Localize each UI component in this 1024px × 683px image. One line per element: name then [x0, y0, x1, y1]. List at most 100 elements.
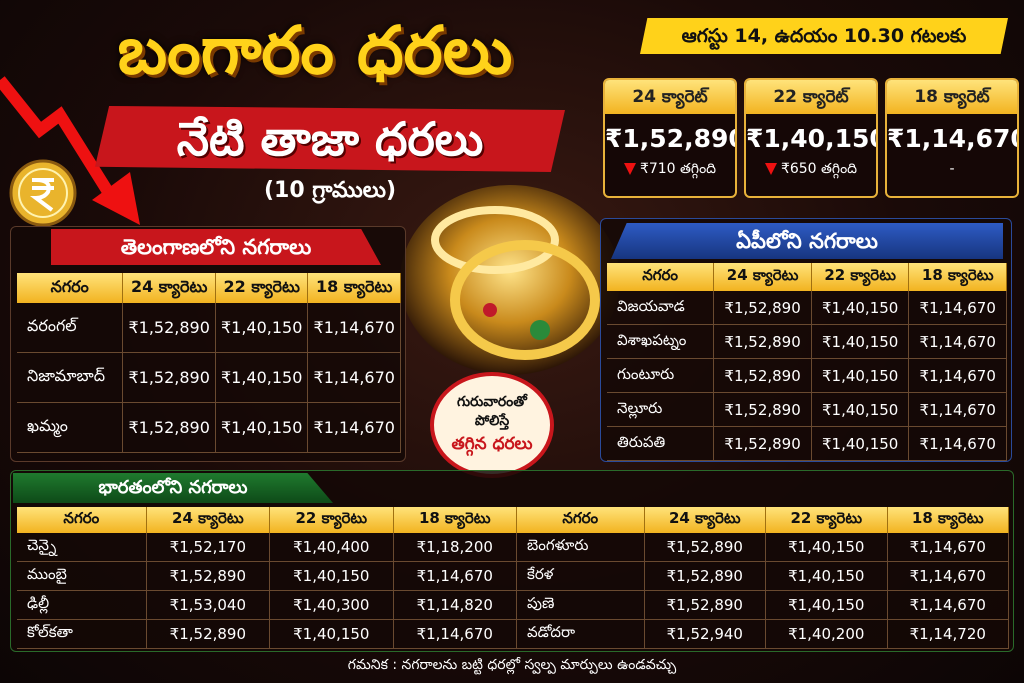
- card-label: 18 క్యారెట్: [887, 80, 1017, 114]
- price-cell: ₹1,52,890: [644, 591, 767, 620]
- price-cell: ₹1,14,670: [393, 620, 517, 649]
- comparison-badge: గురువారంతో పోలిస్తే తగ్గిన ధరలు: [430, 372, 554, 478]
- city-cell: నెల్లూరు: [607, 393, 715, 427]
- price-cell: ₹1,52,890: [714, 393, 812, 427]
- table-header: 22 క్యారెటు: [215, 273, 309, 303]
- price-table: నగరం 24 క్యారెటు 22 క్యారెటు 18 క్యారెటు వరం…: [17, 273, 401, 453]
- price-cell: ₹1,52,890: [714, 427, 812, 461]
- price-cell: ₹1,40,150: [270, 562, 394, 591]
- table-header: 22 క్యారెటు: [811, 263, 910, 291]
- price-cell: ₹1,52,890: [146, 562, 271, 591]
- change-text: ₹710 తగ్గింది: [639, 161, 717, 177]
- price-cell: ₹1,40,150: [811, 427, 910, 461]
- price-cell: ₹1,52,890: [123, 353, 216, 403]
- panel-title: తెలంగాణలోని నగరాలు: [51, 229, 381, 265]
- table-header: 18 క్యారెటు: [308, 273, 401, 303]
- card-change: -: [887, 161, 1017, 177]
- price-cell: ₹1,40,150: [811, 291, 910, 325]
- price-cell: ₹1,40,150: [811, 393, 910, 427]
- price-cell: ₹1,40,150: [766, 562, 888, 591]
- city-cell: బెంగళూరు: [517, 533, 645, 562]
- city-cell: గుంటూరు: [607, 359, 715, 393]
- price-cell: ₹1,14,670: [308, 303, 401, 353]
- table-header: 22 క్యారెటు: [270, 507, 394, 533]
- card-change: ₹710 తగ్గింది: [605, 161, 735, 180]
- badge-text: గురువారంతో: [457, 394, 527, 410]
- down-icon: [623, 163, 636, 175]
- table-header: 24 క్యారెటు: [123, 273, 216, 303]
- table-header: 18 క్యారెటు: [909, 263, 1007, 291]
- price-cell: ₹1,14,670: [909, 325, 1007, 359]
- price-cell: ₹1,40,150: [766, 591, 888, 620]
- price-cell: ₹1,52,890: [714, 325, 812, 359]
- card-change: ₹650 తగ్గింది: [746, 161, 876, 180]
- change-text: ₹650 తగ్గింది: [780, 161, 858, 177]
- price-cell: ₹1,14,670: [887, 562, 1009, 591]
- card-label: 24 క్యారెట్: [605, 80, 735, 114]
- card-label: 22 క్యారెట్: [746, 80, 876, 114]
- telangana-panel: తెలంగాణలోని నగరాలు నగరం 24 క్యారెటు 22 క్య…: [10, 226, 406, 462]
- panel-title: ఏపీలోని నగరాలు: [611, 223, 1003, 259]
- price-cell: ₹1,14,720: [887, 620, 1009, 649]
- city-cell: కేరళ: [517, 562, 645, 591]
- price-cell: ₹1,52,890: [644, 533, 767, 562]
- price-cell: ₹1,52,170: [146, 533, 271, 562]
- footer-note: గమనిక : నగరాలను బట్టి ధరల్లో స్వల్ప మార్…: [347, 657, 677, 673]
- table-header: 24 క్యారెటు: [714, 263, 812, 291]
- price-cell: ₹1,14,670: [308, 353, 401, 403]
- price-cell: ₹1,52,890: [123, 303, 216, 353]
- table-header: 22 క్యారెటు: [766, 507, 888, 533]
- price-table: నగరం 24 క్యారెటు 22 క్యారెటు 18 క్యారెటు విజ…: [607, 263, 1007, 461]
- ap-panel: ఏపీలోని నగరాలు నగరం 24 క్యారెటు 22 క్యారెట…: [600, 218, 1012, 462]
- price-cell: ₹1,52,890: [714, 291, 812, 325]
- price-table: నగరం 24 క్యారెటు 22 క్యారెటు 18 క్యారెటు చెన…: [17, 507, 517, 649]
- price-cell: ₹1,14,670: [909, 427, 1007, 461]
- price-cell: ₹1,40,150: [811, 359, 910, 393]
- table-header: నగరం: [607, 263, 715, 291]
- city-cell: తిరుపతి: [607, 427, 715, 461]
- price-cell: ₹1,40,400: [270, 533, 394, 562]
- city-cell: చెన్నై: [17, 533, 147, 562]
- card-price: ₹1,52,890: [605, 124, 737, 153]
- city-cell: వరంగల్: [17, 303, 124, 353]
- price-cell: ₹1,14,670: [909, 291, 1007, 325]
- price-cell: ₹1,40,150: [270, 620, 394, 649]
- city-cell: నిజామాబాద్: [17, 353, 124, 403]
- rupee-coin-icon: [9, 159, 77, 227]
- city-cell: పుణె: [517, 591, 645, 620]
- price-cell: ₹1,18,200: [393, 533, 517, 562]
- price-card: 22 క్యారెట్ ₹1,40,150 ₹650 తగ్గింది: [744, 78, 878, 198]
- price-cell: ₹1,40,150: [811, 325, 910, 359]
- subtitle-ribbon: నేటి తాజా ధరలు: [95, 106, 565, 172]
- city-cell: విజయవాడ: [607, 291, 715, 325]
- down-arrow-icon: [0, 76, 140, 225]
- jewellery-image: [400, 185, 620, 375]
- table-header: నగరం: [17, 507, 147, 533]
- price-cell: ₹1,14,670: [909, 359, 1007, 393]
- city-cell: వడోదరా: [517, 620, 645, 649]
- table-header: 18 క్యారెటు: [393, 507, 517, 533]
- price-cell: ₹1,52,890: [123, 403, 216, 453]
- price-cell: ₹1,52,940: [644, 620, 767, 649]
- price-cell: ₹1,40,150: [215, 353, 309, 403]
- price-cell: ₹1,14,670: [308, 403, 401, 453]
- price-cell: ₹1,14,820: [393, 591, 517, 620]
- india-panel: భారతంలోని నగరాలు నగరం 24 క్యారెటు 22 క్యార…: [10, 470, 1014, 652]
- city-cell: ఖమ్మం: [17, 403, 124, 453]
- badge-text: తగ్గిన ధరలు: [451, 434, 533, 454]
- card-price: ₹1,14,670: [887, 124, 1019, 153]
- change-text: -: [949, 161, 955, 177]
- price-table: నగరం 24 క్యారెటు 22 క్యారెటు 18 క్యారెటు బెం…: [517, 507, 1009, 649]
- city-cell: కోల్‌కతా: [17, 620, 147, 649]
- price-cell: ₹1,14,670: [909, 393, 1007, 427]
- price-cell: ₹1,52,890: [644, 562, 767, 591]
- table-header: 24 క్యారెటు: [146, 507, 271, 533]
- table-header: నగరం: [17, 273, 124, 303]
- table-header: నగరం: [517, 507, 645, 533]
- card-price: ₹1,40,150: [746, 124, 878, 153]
- price-cell: ₹1,14,670: [887, 533, 1009, 562]
- unit-note: (10 గ్రాములు): [263, 178, 397, 203]
- price-cell: ₹1,40,150: [215, 303, 309, 353]
- table-header: 18 క్యారెటు: [887, 507, 1009, 533]
